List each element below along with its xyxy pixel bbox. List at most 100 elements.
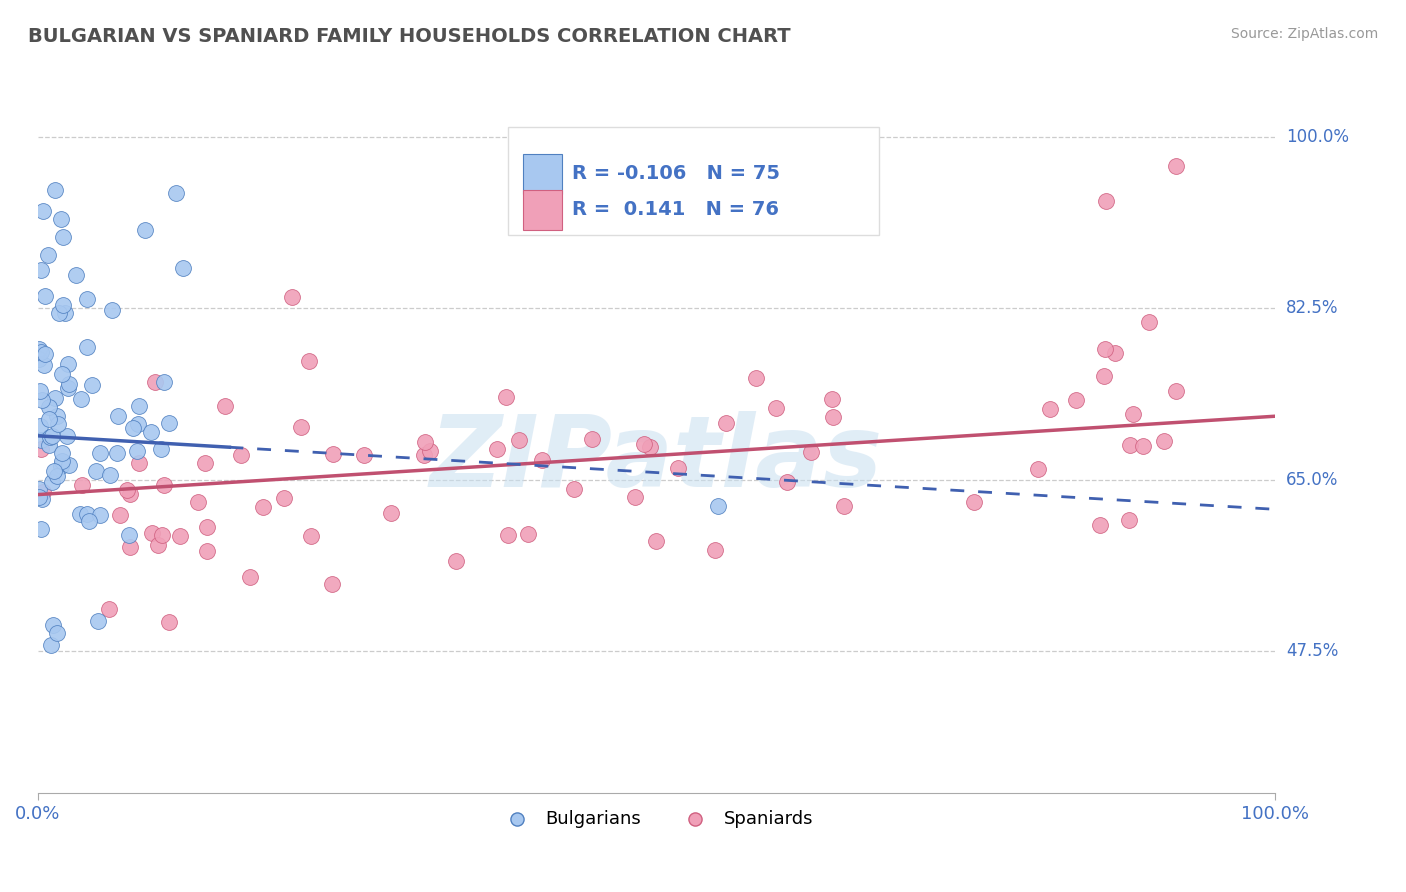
Point xyxy=(105,446,128,460)
Point xyxy=(714,417,737,431)
Point xyxy=(1066,393,1088,408)
Point xyxy=(30,345,52,359)
Point xyxy=(98,468,121,483)
Point xyxy=(52,230,75,244)
Point xyxy=(56,357,79,371)
Point xyxy=(38,412,60,426)
Text: R =  0.141   N = 76: R = 0.141 N = 76 xyxy=(572,201,779,219)
Point xyxy=(141,425,163,439)
Point xyxy=(28,352,51,367)
Point xyxy=(58,381,80,395)
Point xyxy=(42,617,65,632)
Point xyxy=(150,442,173,457)
Point xyxy=(252,500,274,514)
Point xyxy=(28,490,51,504)
Text: BULGARIAN VS SPANIARD FAMILY HOUSEHOLDS CORRELATION CHART: BULGARIAN VS SPANIARD FAMILY HOUSEHOLDS … xyxy=(28,27,790,45)
Point xyxy=(290,420,312,434)
Point xyxy=(1092,368,1115,383)
Point xyxy=(1026,462,1049,476)
Point xyxy=(31,484,53,499)
Point xyxy=(1132,439,1154,453)
Point xyxy=(187,495,209,509)
Text: ZIPatlas: ZIPatlas xyxy=(430,411,883,508)
Point xyxy=(28,342,51,356)
Point xyxy=(496,527,519,541)
Point xyxy=(157,615,180,629)
Point xyxy=(39,430,62,444)
Text: R = -0.106   N = 75: R = -0.106 N = 75 xyxy=(572,164,780,183)
Legend: Bulgarians, Spaniards: Bulgarians, Spaniards xyxy=(491,803,821,835)
Point xyxy=(70,478,93,492)
Point xyxy=(76,292,98,306)
Point xyxy=(125,443,148,458)
Point xyxy=(28,483,51,497)
Point xyxy=(28,419,51,434)
Point xyxy=(30,433,52,447)
Point xyxy=(98,602,121,616)
Point xyxy=(51,445,73,459)
Point xyxy=(1164,160,1187,174)
Point xyxy=(638,440,661,454)
Point xyxy=(157,416,180,430)
Point xyxy=(666,460,689,475)
Point xyxy=(745,371,768,385)
Point xyxy=(821,410,844,425)
Point xyxy=(69,508,91,522)
Point xyxy=(1104,345,1126,359)
Text: Source: ZipAtlas.com: Source: ZipAtlas.com xyxy=(1230,27,1378,41)
Point xyxy=(194,456,217,470)
Point xyxy=(644,533,666,548)
Point xyxy=(65,268,87,282)
Point xyxy=(39,638,62,652)
Point xyxy=(1094,194,1116,208)
Point xyxy=(832,499,855,513)
Point xyxy=(150,527,173,541)
Point xyxy=(800,445,823,459)
Point xyxy=(51,368,73,382)
Point xyxy=(49,458,72,473)
Point xyxy=(134,222,156,236)
Point xyxy=(1119,438,1142,452)
Point xyxy=(273,491,295,506)
FancyBboxPatch shape xyxy=(523,153,562,194)
Point xyxy=(127,417,149,431)
Point xyxy=(31,393,53,408)
Point xyxy=(89,508,111,522)
Point xyxy=(32,203,55,218)
Point xyxy=(118,527,141,541)
Text: 65.0%: 65.0% xyxy=(1286,471,1339,489)
Point xyxy=(321,577,343,591)
Point xyxy=(32,358,55,372)
Point xyxy=(145,376,167,390)
Point xyxy=(508,433,530,447)
Point xyxy=(44,464,66,478)
Point xyxy=(44,183,66,197)
Point xyxy=(239,570,262,584)
Text: 100.0%: 100.0% xyxy=(1286,128,1348,146)
Point xyxy=(110,508,132,523)
Point xyxy=(581,432,603,446)
Point xyxy=(41,428,63,442)
Point xyxy=(322,447,344,461)
Point xyxy=(169,529,191,543)
Point xyxy=(412,448,434,462)
Point xyxy=(30,522,52,536)
Point xyxy=(38,438,60,452)
Point xyxy=(31,492,53,507)
Point xyxy=(633,436,655,450)
Point xyxy=(77,514,100,528)
Point xyxy=(34,347,56,361)
Point xyxy=(84,464,107,478)
Text: 82.5%: 82.5% xyxy=(1286,300,1339,318)
Point xyxy=(419,443,441,458)
Point xyxy=(45,409,67,424)
Point xyxy=(28,384,51,398)
Point xyxy=(776,475,799,490)
Point xyxy=(299,529,322,543)
Point xyxy=(89,446,111,460)
Point xyxy=(413,434,436,449)
Point xyxy=(495,391,517,405)
Point xyxy=(80,378,103,392)
Point xyxy=(70,392,93,407)
Point xyxy=(153,478,176,492)
